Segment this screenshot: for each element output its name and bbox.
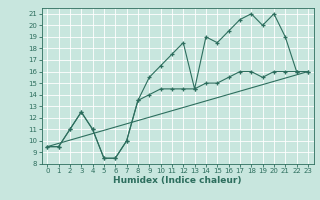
X-axis label: Humidex (Indice chaleur): Humidex (Indice chaleur) [113,176,242,185]
